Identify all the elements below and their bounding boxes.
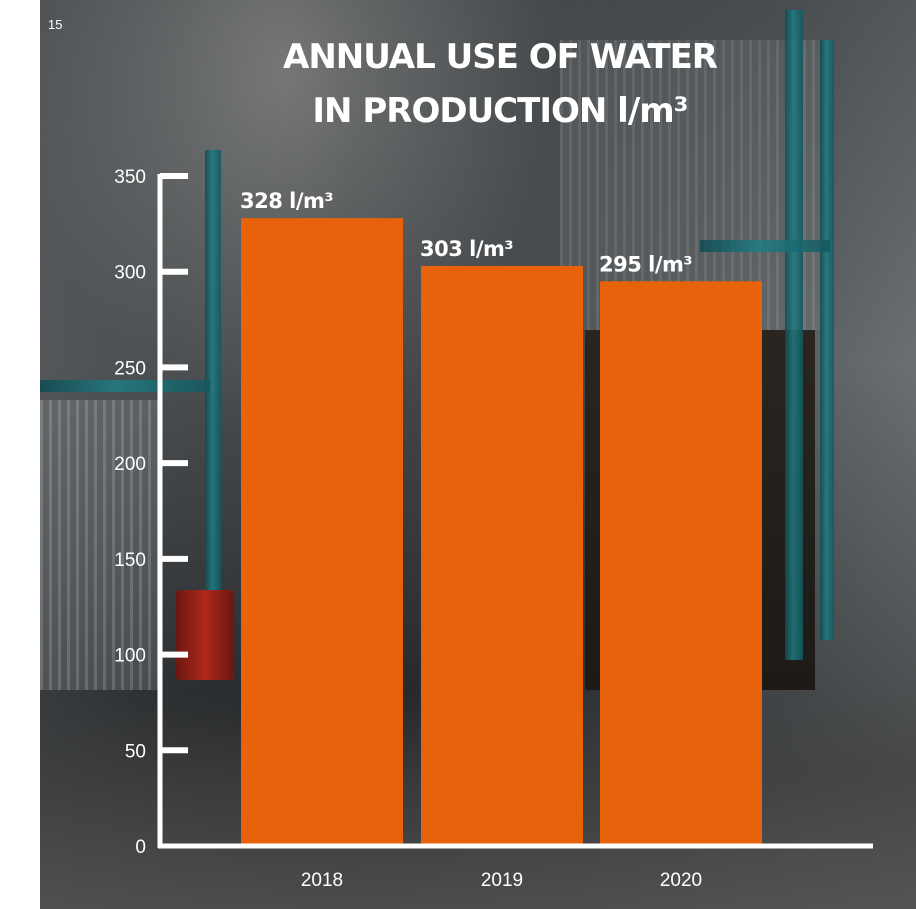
y-tick-label: 250 [114,358,146,379]
chart-title-line-1: ANNUAL USE OF WATER [283,37,718,77]
background-barrel [176,590,234,680]
background-pipe [40,380,210,392]
y-axis: 0 50 100 150 200 250 300 350 [114,167,188,858]
y-tick-label: 300 [114,263,146,284]
y-tick-label: 150 [114,550,146,571]
data-label-2018: 328 l/m³ [240,189,333,213]
data-label-2019: 303 l/m³ [420,237,513,261]
y-tick-label: 50 [125,741,146,762]
x-tick-label: 2018 [301,870,343,891]
x-tick-label: 2019 [481,870,523,891]
bars [241,218,762,847]
y-tick-label: 0 [135,837,146,858]
y-tick-label: 100 [114,646,146,667]
page-number: 15 [48,17,63,32]
chart-title-line-2: IN PRODUCTION l/m³ [312,91,688,131]
background-pipe [700,240,830,252]
bar-2020 [600,281,762,846]
background-pipe [205,150,221,670]
background-wall-panel [40,400,160,690]
data-label-2020: 295 l/m³ [599,252,692,276]
bar-2019 [421,265,583,846]
x-axis: 2018 2019 2020 [158,843,873,891]
y-tick-label: 200 [114,454,146,475]
background-pipe [820,40,834,640]
x-tick-label: 2020 [660,870,702,891]
bar-2018 [241,218,403,847]
data-labels: 328 l/m³ 303 l/m³ 295 l/m³ [240,189,693,276]
y-tick-label: 350 [114,167,146,188]
background-pipe [785,10,803,660]
